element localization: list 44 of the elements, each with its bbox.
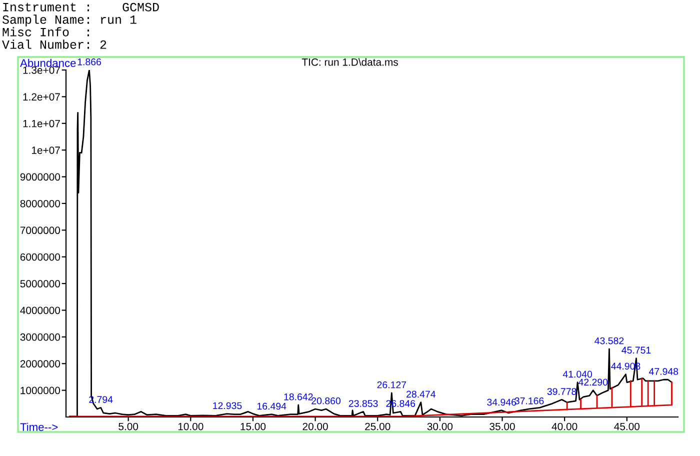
y-tick-label: 7000000 — [20, 226, 60, 234]
x-tick-label: 20.00 — [302, 422, 328, 430]
text: Instrument : GCMSD — [3, 2, 159, 12]
annotation: 37.166 — [514, 397, 544, 404]
text: Vial Number: 2 — [2, 40, 106, 49]
text: Sample Name: run 1 — [2, 14, 136, 26]
y-tick-label: 6000000 — [20, 253, 60, 261]
y-tick-label: 1e+07 — [32, 146, 60, 154]
chart-title: TIC: run 1.D\data.ms — [302, 58, 398, 66]
y-tick-label: 3000000 — [20, 333, 60, 341]
annotation: 20.860 — [312, 397, 340, 404]
y-tick-label: 1.1e+07 — [23, 120, 60, 128]
x-axis-title: Time--> — [20, 422, 58, 431]
annotation: 41.040 — [562, 370, 592, 378]
y-tick-label: 1.3e+07 — [23, 66, 60, 74]
y-axis-title: Abundance — [20, 58, 76, 67]
y-tick-label: 1.2e+07 — [23, 93, 60, 101]
x-tick-label: 45.00 — [614, 422, 640, 430]
annotation: 18.642 — [284, 393, 313, 400]
annotation: 26.127 — [377, 381, 406, 388]
annotation: 1.866 — [78, 58, 101, 66]
y-tick-label: 9000000 — [20, 173, 60, 181]
annotation: 42.290 — [578, 378, 608, 386]
y-tick-label: 4000000 — [20, 306, 60, 314]
x-tick-label: 10.00 — [178, 422, 204, 430]
x-tick-label: 35.00 — [490, 422, 515, 430]
x-tick-label: 15.00 — [240, 422, 266, 430]
annotation: 47.948 — [649, 368, 678, 375]
x-tick-label: 30.00 — [427, 422, 453, 430]
x-tick-label: 40.00 — [552, 422, 578, 430]
x-tick-label: 5.00 — [118, 422, 138, 430]
annotation: 34.946 — [487, 398, 516, 406]
y-tick-label: 1000000 — [20, 386, 60, 394]
annotation: 16.494 — [257, 402, 286, 410]
text: Misc Info : — [2, 27, 89, 36]
annotation: 23.853 — [348, 400, 378, 407]
annotation: 45.751 — [622, 346, 651, 354]
y-tick-label: 2000000 — [20, 360, 60, 368]
y-tick-label: 5000000 — [20, 280, 60, 288]
annotation: 43.582 — [594, 337, 624, 344]
annotation: 28.474 — [406, 390, 436, 398]
annotation: 12.935 — [213, 402, 242, 410]
x-tick-label: 25.00 — [365, 422, 390, 430]
y-tick-label: 8000000 — [20, 200, 60, 208]
